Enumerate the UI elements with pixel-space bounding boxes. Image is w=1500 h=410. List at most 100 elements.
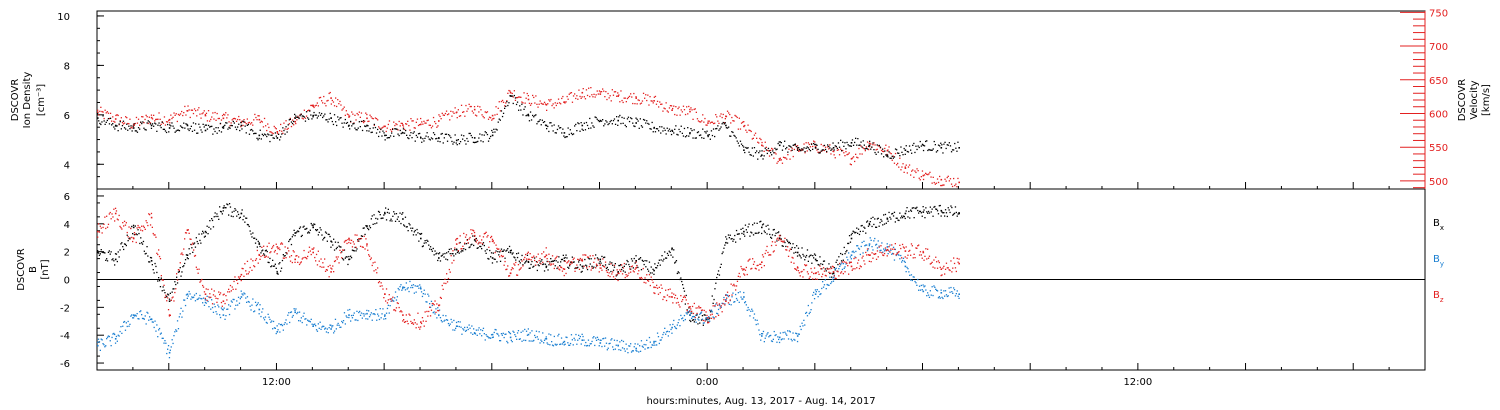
density-series-point <box>824 148 827 151</box>
density-series-point <box>379 131 381 133</box>
by-series-point <box>804 324 806 326</box>
bz-series-point <box>893 248 896 250</box>
density-series-point <box>103 120 105 122</box>
density-series-point <box>165 131 168 134</box>
velocity-series-point <box>430 127 433 129</box>
by-series-point <box>269 318 271 321</box>
by-series-point <box>604 345 606 347</box>
by-series-point <box>775 334 777 336</box>
velocity-series-point <box>696 118 699 120</box>
bz-series-point <box>774 241 776 243</box>
density-series-point <box>133 123 135 125</box>
bx-series-point <box>206 225 208 227</box>
bz-series-point <box>804 264 806 266</box>
density-series-point <box>734 135 736 137</box>
by-series-point <box>880 249 882 251</box>
by-series-point <box>303 312 305 314</box>
bz-series-point <box>481 243 484 245</box>
by-series-point <box>752 310 754 312</box>
bz-series-point <box>481 239 483 241</box>
velocity-series-point <box>850 164 852 166</box>
velocity-series-point <box>351 111 353 113</box>
by-series-point <box>688 311 690 313</box>
density-series-point <box>856 144 858 146</box>
by-series-point <box>317 323 319 325</box>
velocity-series-point <box>215 119 217 121</box>
bz-series-point <box>925 248 927 250</box>
bx-series-point <box>470 244 472 246</box>
velocity-series-point <box>98 114 100 116</box>
by-series-point <box>569 344 571 346</box>
by-series-point <box>471 325 473 327</box>
density-series-point <box>304 120 307 122</box>
bz-series-point <box>592 255 594 257</box>
bx-series-point <box>794 247 796 249</box>
velocity-series-point <box>495 106 497 108</box>
by-series-point <box>197 298 199 300</box>
bz-series-point <box>241 267 243 270</box>
bx-series-point <box>775 232 777 234</box>
by-series-point <box>549 344 551 346</box>
by-series-point <box>501 334 503 336</box>
by-series-point <box>810 309 812 311</box>
density-series-point <box>866 148 869 150</box>
bx-series-point <box>196 240 198 243</box>
by-series-point <box>324 328 326 330</box>
bz-series-point <box>612 276 615 278</box>
bz-series-point <box>400 310 402 312</box>
bz-series-point <box>278 247 280 249</box>
bx-series-point <box>415 234 417 236</box>
bz-series-point <box>109 211 111 214</box>
by-series-point <box>516 338 518 340</box>
density-series-point <box>692 137 694 139</box>
velocity-series-point <box>525 97 527 99</box>
velocity-series-point <box>627 96 630 99</box>
density-series-point <box>745 146 747 149</box>
velocity-series-point <box>868 148 870 151</box>
by-series-point <box>890 249 892 251</box>
density-series-point <box>932 148 934 150</box>
bz-series-point <box>851 269 853 271</box>
by-series-point <box>770 334 772 337</box>
bz-series-point <box>282 257 284 259</box>
by-series-point <box>311 323 313 325</box>
bz-series-point <box>120 227 122 229</box>
bz-series-point <box>458 242 460 244</box>
density-series-point <box>883 156 885 158</box>
by-series-point <box>742 298 744 300</box>
velocity-series-point <box>267 123 269 125</box>
velocity-series-point <box>746 131 748 133</box>
density-series-point <box>368 130 370 132</box>
by-series-point <box>454 329 456 331</box>
density-series-point <box>343 122 345 124</box>
by-series-point <box>692 315 695 318</box>
velocity-series-point <box>465 104 467 107</box>
velocity-series-point <box>804 152 806 154</box>
density-series-point <box>477 140 479 143</box>
bx-series-point <box>175 283 177 286</box>
bz-series-anchor-point <box>509 272 512 275</box>
bx-series-point <box>367 227 369 230</box>
velocity-series-point <box>934 183 936 185</box>
bz-series-point <box>944 268 947 270</box>
bz-series-point <box>162 279 164 281</box>
bx-series-point <box>759 221 761 223</box>
bx-series-point <box>111 259 113 261</box>
velocity-series-point <box>466 110 468 112</box>
velocity-series-point <box>150 114 153 116</box>
bz-series-point <box>958 258 960 260</box>
density-series-point <box>186 123 188 126</box>
velocity-series-point <box>616 95 618 97</box>
density-series-point <box>627 116 630 118</box>
density-series-point <box>383 132 385 134</box>
bz-series-point <box>823 270 826 272</box>
velocity-series-point <box>271 132 273 134</box>
by-series-point <box>920 284 922 287</box>
velocity-series-point <box>453 112 455 114</box>
density-series-anchor-point <box>168 127 171 129</box>
by-series-point <box>602 338 604 340</box>
bz-series-point <box>237 282 239 285</box>
bx-series-point <box>406 226 408 228</box>
bx-series-point <box>322 239 324 241</box>
density-series-anchor-point <box>509 95 512 97</box>
